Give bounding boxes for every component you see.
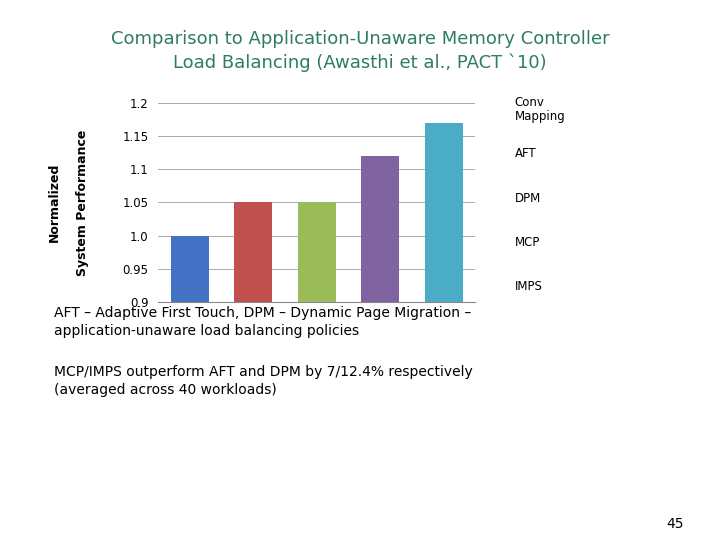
Text: IMPS: IMPS <box>515 280 543 293</box>
Text: MCP: MCP <box>515 236 540 249</box>
Text: 45: 45 <box>667 517 684 531</box>
Bar <box>171 236 209 540</box>
Bar <box>235 202 272 540</box>
Bar <box>425 123 462 540</box>
Text: AFT – Adaptive First Touch, DPM – Dynamic Page Migration –
application-unaware l: AFT – Adaptive First Touch, DPM – Dynami… <box>54 307 472 338</box>
Text: DPM: DPM <box>515 192 541 205</box>
Text: Normalized: Normalized <box>48 163 60 242</box>
Text: Conv
Mapping: Conv Mapping <box>515 96 565 123</box>
Text: Comparison to Application-Unaware Memory Controller
Load Balancing (Awasthi et a: Comparison to Application-Unaware Memory… <box>111 30 609 72</box>
Text: System Performance: System Performance <box>76 129 89 276</box>
Bar <box>298 202 336 540</box>
Text: MCP/IMPS outperform AFT and DPM by 7/12.4% respectively
(averaged across 40 work: MCP/IMPS outperform AFT and DPM by 7/12.… <box>54 365 473 396</box>
Text: AFT: AFT <box>515 147 536 160</box>
Bar <box>361 156 399 540</box>
